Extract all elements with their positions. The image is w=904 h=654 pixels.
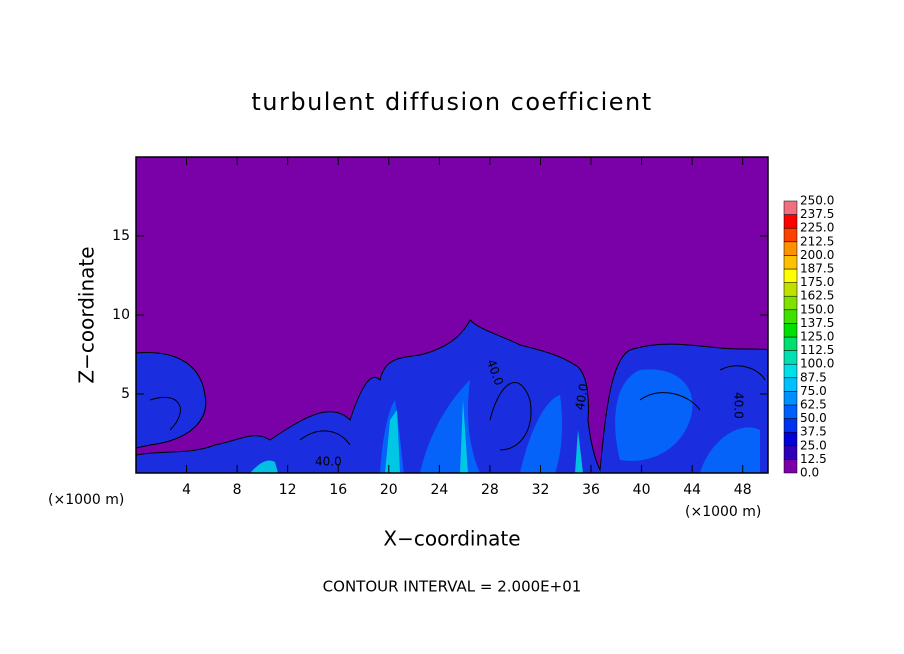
x-tick-label: 28 (481, 482, 499, 498)
annotation: CONTOUR INTERVAL = 2.000E+01 (323, 578, 582, 596)
colorbar-label: 250.0 (800, 194, 834, 208)
colorbar-label: 162.5 (800, 289, 834, 303)
chart-title: turbulent diffusion coefficient (251, 88, 652, 116)
field-region (380, 369, 760, 473)
colorbar-band (783, 363, 798, 379)
colorbar-band (783, 336, 798, 351)
y-tick-label: 15 (112, 228, 130, 244)
colorbar-label: 50.0 (800, 411, 827, 425)
colorbar-band (783, 309, 798, 324)
colorbar-band (783, 350, 798, 365)
colorbar-label: 212.5 (800, 234, 834, 248)
colorbar-band (783, 377, 798, 392)
colorbar-label: 0.0 (800, 466, 819, 480)
contour-label: 40.0 (573, 382, 591, 411)
colorbar-label: 125.0 (800, 330, 834, 344)
field (135, 157, 769, 474)
x-tick-label: 32 (532, 482, 550, 498)
colorbar-band (783, 418, 798, 433)
colorbar-label: 25.0 (800, 438, 827, 452)
contour-label: 40.0 (732, 392, 746, 419)
colorbar-band (783, 268, 798, 283)
colorbar-band (783, 404, 798, 419)
x-tick-label: 36 (582, 482, 600, 498)
colorbar-label: 175.0 (800, 275, 834, 289)
y-tick-label: 5 (121, 386, 130, 402)
colorbar-band (783, 200, 798, 215)
colorbar-label: 237.5 (800, 207, 834, 221)
x-unit: (×1000 m) (48, 492, 124, 508)
x-tick-label: 24 (430, 482, 448, 498)
x-axis-label: X−coordinate (383, 527, 520, 551)
colorbar-label: 62.5 (800, 398, 827, 412)
colorbar-label: 12.5 (800, 452, 827, 466)
colorbar-label: 137.5 (800, 316, 834, 330)
y-tick-label: 10 (112, 307, 130, 323)
colorbar-band (783, 214, 798, 229)
contour-label: 40.0 (315, 455, 342, 469)
x-tick-label: 40 (633, 482, 651, 498)
colorbar-label: 150.0 (800, 302, 834, 316)
x-tick-label: 4 (182, 482, 191, 498)
y-unit: (×1000 m) (685, 504, 761, 520)
colorbar-band (783, 459, 798, 474)
colorbar-label: 200.0 (800, 248, 834, 262)
colorbar-label: 87.5 (800, 370, 827, 384)
colorbar-label: 187.5 (800, 262, 834, 276)
x-tick-label: 44 (683, 482, 701, 498)
x-tick-label: 12 (279, 482, 297, 498)
y-axis-label: Z−coordinate (75, 246, 99, 383)
contour-line (149, 365, 766, 451)
colorbar-label: 75.0 (800, 384, 827, 398)
x-tick-label: 20 (380, 482, 398, 498)
colorbar-label: 100.0 (800, 357, 834, 371)
colorbar-band (783, 323, 798, 338)
colorbar-band (783, 241, 798, 256)
colorbar-band (783, 227, 798, 243)
colorbar-label: 225.0 (800, 221, 834, 235)
x-tick-label: 8 (233, 482, 242, 498)
colorbar-band (783, 431, 798, 447)
x-tick-label: 16 (329, 482, 347, 498)
colorbar-label: 37.5 (800, 425, 827, 439)
colorbar-band (783, 282, 798, 297)
colorbar-band (783, 391, 798, 406)
colorbar-label: 112.5 (800, 343, 834, 357)
colorbar-band (783, 255, 798, 270)
colorbar-band (783, 445, 798, 460)
field-region (135, 319, 769, 474)
colorbar-band (783, 295, 798, 311)
x-tick-label: 48 (734, 482, 752, 498)
